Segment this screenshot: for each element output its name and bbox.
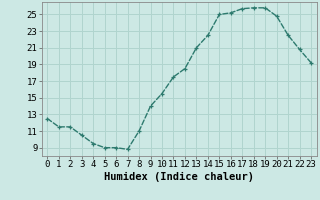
X-axis label: Humidex (Indice chaleur): Humidex (Indice chaleur) (104, 172, 254, 182)
